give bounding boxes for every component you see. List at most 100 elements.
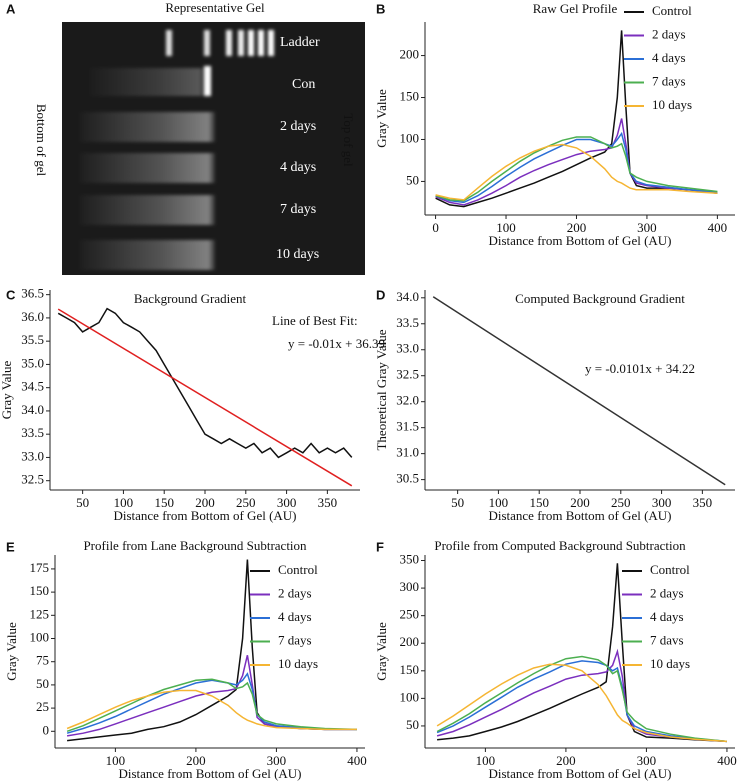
annotation: Line of Best Fit: xyxy=(272,313,358,328)
legend-label: 10 days xyxy=(650,656,690,671)
y-tick-label: 50 xyxy=(406,717,419,732)
chart-title: Background Gradient xyxy=(134,291,247,306)
x-tick-label: 200 xyxy=(195,495,215,510)
y-tick-label: 100 xyxy=(30,629,50,644)
gel-labels: Representative Gel Bottom of gel Top of … xyxy=(34,0,356,176)
y-tick-label: 31.5 xyxy=(396,419,419,434)
legend-label: 10 days xyxy=(652,97,692,112)
x-tick-label: 400 xyxy=(717,753,737,768)
x-tick-label: 200 xyxy=(186,753,206,768)
y-tick-label: 33.5 xyxy=(21,425,44,440)
x-axis-label: Distance from Bottom of Gel (AU) xyxy=(113,508,296,523)
y-tick-label: 32.0 xyxy=(396,393,419,408)
legend-label: 7 days xyxy=(278,632,312,647)
x-axis-label: Distance from Bottom of Gel (AU) xyxy=(488,233,671,248)
y-tick-label: 150 xyxy=(30,583,50,598)
y-tick-label: 33.0 xyxy=(396,341,419,356)
y-axis-label: Gray Value xyxy=(4,622,19,681)
data-line xyxy=(435,131,718,204)
y-tick-label: 150 xyxy=(400,89,420,104)
x-tick-label: 300 xyxy=(637,220,657,235)
y-axis-label: Theoretical Gray Value xyxy=(374,329,389,450)
data-line xyxy=(66,678,357,733)
y-tick-label: 33.0 xyxy=(21,448,44,463)
y-tick-label: 125 xyxy=(30,606,50,621)
lane-label: 10 days xyxy=(276,247,319,262)
legend-label: 4 days xyxy=(652,50,686,65)
y-tick-label: 50 xyxy=(36,676,49,691)
x-axis-label: Distance from Bottom of Gel (AU) xyxy=(488,508,671,523)
y-tick-label: 30.5 xyxy=(396,471,419,486)
annotation: y = -0.0101x + 34.22 xyxy=(585,361,695,376)
x-tick-label: 100 xyxy=(106,753,126,768)
legend-label: 7 davs xyxy=(650,632,684,647)
data-line xyxy=(66,672,357,734)
y-tick-label: 34.5 xyxy=(21,379,44,394)
y-tick-label: 350 xyxy=(400,551,420,566)
data-line xyxy=(66,655,357,737)
panel-letter: D xyxy=(376,287,385,302)
legend-label: Control xyxy=(652,3,692,18)
data-line xyxy=(436,648,727,743)
x-tick-label: 350 xyxy=(693,495,713,510)
data-line xyxy=(435,143,718,201)
data-line xyxy=(436,655,727,743)
panel-letter: A xyxy=(6,1,16,16)
legend-label: 4 days xyxy=(650,609,684,624)
x-tick-label: 250 xyxy=(236,495,256,510)
x-tick-label: 400 xyxy=(347,753,367,768)
y-tick-label: 200 xyxy=(400,47,420,62)
panel-letter: C xyxy=(6,287,16,302)
x-tick-label: 150 xyxy=(154,495,174,510)
y-tick-label: 25 xyxy=(36,699,49,714)
gel-side-label: Top of gel xyxy=(341,113,356,167)
legend-label: Control xyxy=(278,562,318,577)
panel-letter: B xyxy=(376,1,385,16)
data-line xyxy=(432,296,726,486)
y-axis-label: Gray Value xyxy=(374,89,389,148)
y-tick-label: 36.5 xyxy=(21,286,44,301)
gel-side-label: Bottom of gel xyxy=(34,104,49,177)
data-line xyxy=(436,660,727,743)
y-tick-label: 32.5 xyxy=(396,367,419,382)
panel-letter: E xyxy=(6,539,15,554)
chart-title: Computed Background Gradient xyxy=(515,291,685,306)
legend-label: 4 days xyxy=(278,609,312,624)
x-axis-label: Distance from Bottom of Gel (AU) xyxy=(118,766,301,781)
y-tick-label: 175 xyxy=(30,560,50,575)
y-tick-label: 31.0 xyxy=(396,445,419,460)
y-tick-label: 32.5 xyxy=(21,472,44,487)
y-axis-label: Gray Value xyxy=(0,360,14,419)
y-tick-label: 33.5 xyxy=(396,315,419,330)
lane-label: Ladder xyxy=(280,35,320,50)
y-tick-label: 250 xyxy=(400,607,420,622)
y-tick-label: 36.0 xyxy=(21,309,44,324)
y-tick-label: 35.0 xyxy=(21,355,44,370)
data-line xyxy=(435,118,718,206)
x-tick-label: 400 xyxy=(708,220,728,235)
gel-title: Representative Gel xyxy=(165,0,265,15)
x-axis-label: Distance from Bottom of Gel (AU) xyxy=(488,766,671,781)
x-tick-label: 100 xyxy=(476,753,496,768)
data-line xyxy=(57,307,353,459)
y-axis-label: Gray Value xyxy=(374,622,389,681)
gel-image xyxy=(62,22,365,275)
x-tick-label: 200 xyxy=(570,495,590,510)
x-tick-label: 350 xyxy=(318,495,338,510)
y-tick-label: 75 xyxy=(36,653,49,668)
y-tick-label: 100 xyxy=(400,130,420,145)
x-tick-label: 300 xyxy=(277,495,297,510)
x-tick-label: 300 xyxy=(652,495,672,510)
legend-label: 2 days xyxy=(650,585,684,600)
x-tick-label: 50 xyxy=(451,495,464,510)
lane-label: 4 days xyxy=(280,160,316,175)
legend-label: 2 days xyxy=(278,585,312,600)
x-tick-label: 300 xyxy=(267,753,287,768)
x-tick-label: 200 xyxy=(567,220,587,235)
x-tick-label: 0 xyxy=(432,220,439,235)
legend-label: 10 days xyxy=(278,656,318,671)
legend-label: Control xyxy=(650,562,690,577)
y-tick-label: 100 xyxy=(400,689,420,704)
x-tick-label: 100 xyxy=(496,220,516,235)
